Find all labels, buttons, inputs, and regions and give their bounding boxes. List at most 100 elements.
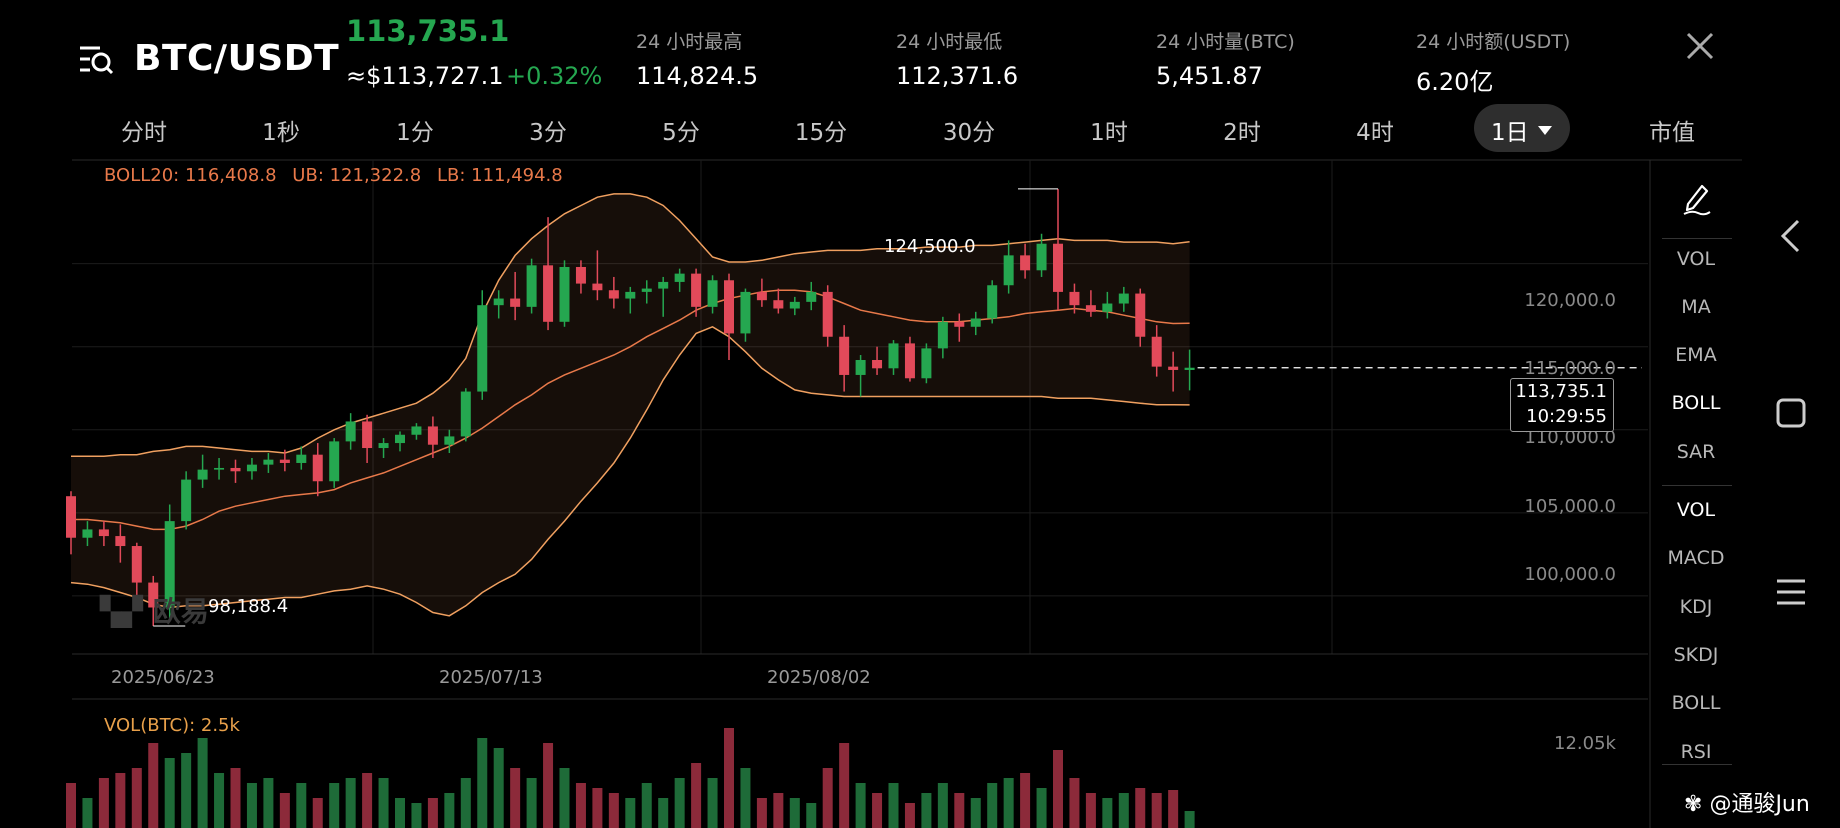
indicator-sub-skdj[interactable]: SKDJ [1673,644,1719,666]
tab-timeframe-3m[interactable]: 3分 [529,120,567,146]
candle-body [1036,243,1047,271]
candle-body [329,441,340,482]
indicator-sub-vol[interactable]: VOL [1676,499,1716,521]
tab-timeframe-2h[interactable]: 2时 [1223,120,1261,146]
volume-bar [1085,793,1096,828]
stat-volume-label: 24 小时量(BTC) [1156,31,1295,53]
close-icon[interactable] [1684,30,1716,62]
indicator-main-sar[interactable]: SAR [1676,441,1716,463]
candle-body [608,290,619,299]
tab-timeframe-1h[interactable]: 1时 [1090,120,1128,146]
candle-body [756,291,767,301]
candle-body [263,459,274,465]
tab-timeframe-1d[interactable]: 1日 [1491,120,1529,146]
candle-body [888,343,899,369]
stat-low-value: 112,371.6 [896,62,1019,90]
volume-bar [411,803,422,828]
author-credit-text: @通骏Jun [1709,792,1810,817]
pair-title[interactable]: BTC/USDT [134,38,340,79]
volume-bar [362,773,373,828]
volume-bar [444,793,455,828]
tab-market-cap[interactable]: 市值 [1649,120,1695,146]
volume-bar [921,793,932,828]
low-price-label: 98,188.4 [208,596,289,617]
tab-timeframe-5m[interactable]: 5分 [662,120,700,146]
candle-body [691,273,702,307]
boll-mid-value: BOLL20: 116,408.8 [104,165,277,186]
draw-pen-icon[interactable] [1682,180,1712,216]
indicator-sub-kdj[interactable]: KDJ [1679,596,1713,618]
boll-ub-value: UB: 121,322.8 [292,165,422,186]
volume-bar [954,793,965,828]
back-nav-icon[interactable] [1778,218,1802,254]
volume-bar [839,743,850,828]
candle-body [296,454,307,463]
candle-body [1168,366,1179,370]
volume-bar [378,778,389,828]
divider [1662,238,1732,239]
indicator-main-boll[interactable]: BOLL [1671,392,1721,414]
candle-body [575,266,586,284]
candle-body [98,529,109,537]
recents-nav-icon[interactable] [1776,398,1806,428]
tab-timeframe-4h[interactable]: 4时 [1356,120,1394,146]
volume-bar [214,773,225,828]
candle-body [674,273,685,282]
volume-bar [1102,798,1113,828]
y-tick: 110,000.0 [1524,427,1616,448]
timeframe-active-pill[interactable] [1474,104,1570,152]
indicator-sub-rsi[interactable]: RSI [1680,741,1712,763]
candle-body [493,298,504,306]
chevron-down-icon [1538,126,1552,135]
volume-bar [131,768,142,828]
tab-timeframe-line[interactable]: 分时 [121,120,167,146]
menu-search-icon[interactable] [78,42,114,78]
boll-legend: BOLL20: 116,408.8 UB: 121,322.8 LB: 111,… [104,165,573,186]
volume-bar [724,728,734,828]
candle-body [559,266,570,322]
candle-body [543,265,554,322]
candle-body [937,321,948,349]
volume-bar [526,778,537,828]
stat-turnover-value: 6.20亿 [1416,68,1494,96]
volume-bar [296,783,307,828]
indicator-sub-boll[interactable]: BOLL [1671,692,1721,714]
candle-body [707,280,718,307]
volume-bar [872,793,883,828]
candle-body [855,360,866,375]
candle-body [66,496,76,538]
volume-bar [1003,778,1014,828]
candle-body [872,360,883,369]
candle-body [477,305,488,392]
indicator-main-ma[interactable]: MA [1681,296,1711,318]
candle-body [214,467,225,470]
candle-body [773,300,784,309]
candle-body [625,291,636,299]
volume-bar [1168,790,1179,828]
candle-body [1053,243,1063,292]
volume-bar [691,763,702,828]
high-price-label: 124,500.0 [884,236,976,257]
tab-timeframe-30m[interactable]: 30分 [942,120,996,146]
menu-nav-icon[interactable] [1776,578,1806,606]
candle-body [312,454,323,482]
tab-timeframe-1m[interactable]: 1分 [396,120,434,146]
candle-body [82,529,93,538]
indicator-main-vol[interactable]: VOL [1676,248,1716,270]
candle-body [230,467,241,472]
tab-timeframe-15m[interactable]: 15分 [794,120,848,146]
tab-timeframe-1s[interactable]: 1秒 [262,120,300,146]
okx-logo-icon: ▚▞ [100,595,144,628]
volume-bar [345,778,356,828]
boll-upper-line [71,193,1190,458]
volume-bar [246,783,257,828]
candle-body [724,280,734,334]
indicator-sub-macd[interactable]: MACD [1667,547,1725,569]
candle-body [510,298,521,307]
candle-body [987,285,998,319]
candle-body [460,391,471,437]
boll-lower-line [70,325,1190,617]
candle-body [148,582,159,608]
indicator-main-ema[interactable]: EMA [1675,344,1717,366]
